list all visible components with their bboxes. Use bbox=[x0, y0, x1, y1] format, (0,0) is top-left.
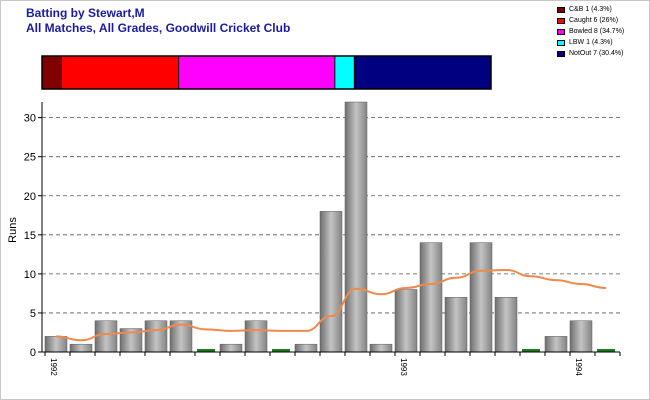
legend-label: C&B 1 (4.3%) bbox=[569, 6, 612, 13]
legend-label: Caught 6 (26%) bbox=[569, 17, 619, 24]
bar bbox=[469, 242, 493, 353]
chart-subtitle: All Matches, All Grades, Goodwill Cricke… bbox=[26, 21, 291, 35]
x-tick-label: 1994 bbox=[574, 358, 583, 376]
bar bbox=[394, 289, 418, 353]
legend-label: Bowled 8 (34.7%) bbox=[569, 28, 625, 35]
dismissal-segment-bowled bbox=[178, 56, 335, 89]
legend-swatch bbox=[557, 17, 565, 24]
x-tick-label: 1993 bbox=[399, 358, 408, 376]
dismissal-segment-c-b bbox=[42, 56, 62, 89]
y-tick-label: 20 bbox=[24, 191, 36, 203]
dismissal-segment-caught bbox=[61, 56, 179, 89]
dismissal-segment-notout bbox=[354, 56, 491, 89]
legend-item-cb: C&B 1 (4.3%) bbox=[557, 4, 624, 15]
y-ticks: 0 5 10 15 20 25 30 bbox=[24, 113, 42, 359]
y-tick-label: 5 bbox=[30, 308, 36, 320]
x-tick-label: 1992 bbox=[49, 358, 58, 376]
average-line-path bbox=[55, 268, 607, 342]
y-tick-label: 30 bbox=[24, 113, 36, 125]
y-tick-label: 10 bbox=[24, 269, 36, 281]
legend-label: NotOut 7 (30.4%) bbox=[569, 50, 624, 57]
bar bbox=[319, 211, 343, 353]
legend-swatch bbox=[557, 28, 565, 35]
not-out-marker bbox=[522, 349, 540, 352]
legend-swatch bbox=[557, 50, 565, 57]
bar bbox=[569, 320, 593, 353]
average-line bbox=[55, 268, 607, 342]
bar bbox=[544, 336, 568, 353]
bar bbox=[419, 242, 443, 353]
bars bbox=[44, 101, 615, 353]
y-tick-label: 15 bbox=[24, 230, 36, 242]
y-axis-label: Runs bbox=[7, 217, 19, 243]
bar bbox=[444, 297, 468, 353]
not-out-marker bbox=[597, 349, 615, 352]
legend-item-notout: NotOut 7 (30.4%) bbox=[557, 48, 624, 59]
bar bbox=[44, 336, 68, 353]
dismissal-segment-lbw bbox=[334, 56, 355, 89]
x-ticks: 1992 1993 1994 bbox=[44, 352, 621, 376]
not-out-marker bbox=[272, 349, 290, 352]
bar bbox=[219, 343, 243, 353]
bar bbox=[369, 343, 393, 353]
bar bbox=[294, 343, 318, 353]
y-tick-label: 0 bbox=[30, 347, 36, 359]
bar bbox=[244, 320, 268, 353]
bar bbox=[94, 320, 118, 353]
bar bbox=[69, 343, 93, 353]
dismissal-bar-border bbox=[41, 55, 492, 90]
not-out-marker bbox=[197, 349, 215, 352]
axes bbox=[41, 102, 620, 353]
chart-title: Batting by Stewart,M bbox=[26, 6, 145, 20]
legend-label: LBW 1 (4.3%) bbox=[569, 39, 613, 46]
legend-swatch bbox=[557, 6, 565, 13]
y-tick-label: 25 bbox=[24, 152, 36, 164]
legend-swatch bbox=[557, 39, 565, 46]
bar bbox=[344, 101, 368, 353]
bar bbox=[494, 297, 518, 353]
legend-item-caught: Caught 6 (26%) bbox=[557, 15, 624, 26]
bar bbox=[144, 320, 168, 353]
legend-item-bowled: Bowled 8 (34.7%) bbox=[557, 26, 624, 37]
legend-item-lbw: LBW 1 (4.3%) bbox=[557, 37, 624, 48]
dismissal-summary-bar bbox=[41, 55, 492, 90]
legend: C&B 1 (4.3%) Caught 6 (26%) Bowled 8 (34… bbox=[557, 4, 624, 59]
